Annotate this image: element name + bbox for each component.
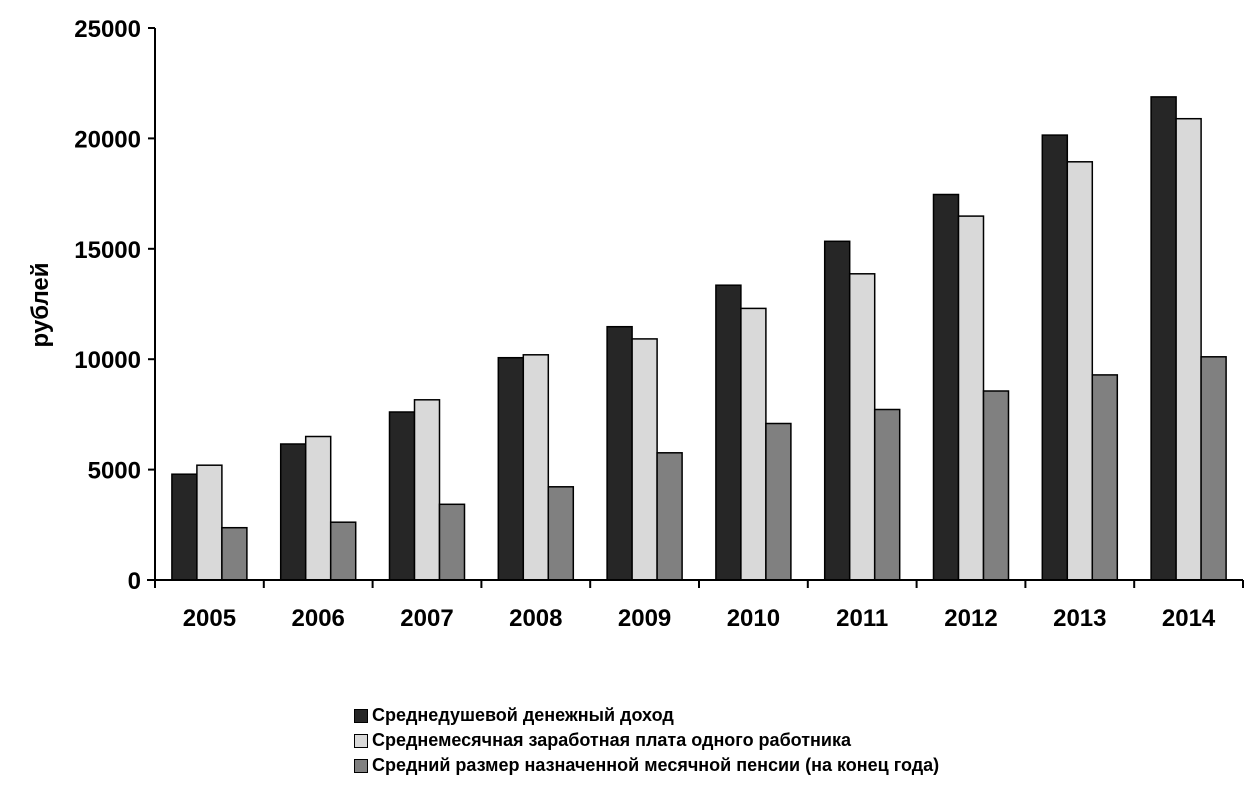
x-tick-label-2012: 2012 — [944, 605, 997, 632]
bar-s1-2006 — [304, 435, 332, 581]
y-tick-label-25000: 25000 — [74, 16, 141, 43]
bar-s2-2012 — [982, 390, 1010, 581]
bar-s0-2013 — [1041, 134, 1069, 581]
x-tick-label-2006: 2006 — [292, 605, 345, 632]
legend-swatch-income — [354, 708, 368, 723]
legend-item-pension: Средний размер назначенной месячной пенс… — [354, 753, 939, 778]
bar-s1-2011 — [848, 273, 876, 581]
bar-s2-2008 — [547, 486, 575, 581]
y-tick-label-20000: 20000 — [74, 126, 141, 153]
legend-swatch-pension — [354, 758, 368, 773]
bar-s1-2010 — [740, 307, 767, 581]
axes-layer: 0 5000 10000 15000 20000 25000 2005 2006 2007 200… — [74, 16, 1244, 632]
bars-layer — [171, 96, 1227, 581]
bar-s1-2007 — [413, 399, 441, 581]
bar-s2-2009 — [656, 452, 683, 581]
bar-s0-2011 — [823, 240, 851, 581]
bar-s0-2005 — [171, 473, 198, 581]
bar-s2-2005 — [221, 526, 248, 581]
x-tick-label-2013: 2013 — [1053, 605, 1106, 632]
x-tick-label-2014: 2014 — [1162, 605, 1216, 632]
y-axis-title: рублей — [27, 263, 54, 348]
bar-s2-2011 — [873, 408, 901, 581]
legend: Среднедушевой денежный доход Среднемесяч… — [354, 703, 939, 778]
bar-s0-2006 — [279, 443, 307, 581]
bar-s0-2010 — [715, 284, 742, 581]
legend-item-income: Среднедушевой денежный доход — [354, 703, 939, 728]
bar-s2-2010 — [765, 422, 792, 581]
bar-s0-2014 — [1150, 96, 1177, 581]
bar-s1-2008 — [522, 354, 550, 581]
y-tick-label-10000: 10000 — [74, 347, 141, 374]
legend-label-income: Среднедушевой денежный доход — [372, 705, 674, 725]
bar-chart: 0 5000 10000 15000 20000 25000 2005 2006 2007 200… — [27, 16, 1244, 632]
bar-s1-2014 — [1175, 117, 1202, 581]
bar-s2-2013 — [1091, 374, 1119, 581]
x-tick-label-2008: 2008 — [509, 605, 562, 632]
y-tick-label-15000: 15000 — [74, 237, 141, 264]
x-tick-label-2010: 2010 — [727, 605, 780, 632]
x-tick-label-2005: 2005 — [183, 605, 236, 632]
bar-s2-2006 — [329, 521, 357, 581]
legend-swatch-salary — [354, 733, 368, 748]
legend-item-salary: Среднемесячная заработная плата одного р… — [354, 728, 939, 753]
bar-s1-2009 — [631, 338, 658, 581]
bar-s1-2012 — [957, 215, 985, 581]
bar-s1-2005 — [196, 464, 223, 581]
x-tick-label-2007: 2007 — [400, 605, 453, 632]
bar-s0-2007 — [388, 411, 416, 581]
x-tick-label-2009: 2009 — [618, 605, 671, 632]
bar-s0-2009 — [606, 325, 633, 581]
x-tick-label-2011: 2011 — [836, 605, 888, 632]
bar-s0-2012 — [932, 193, 960, 581]
y-tick-label-5000: 5000 — [88, 458, 141, 485]
bar-s1-2013 — [1066, 161, 1094, 581]
bar-s2-2007 — [438, 503, 466, 581]
legend-label-pension: Средний размер назначенной месячной пенс… — [372, 755, 940, 775]
bar-s2-2014 — [1200, 356, 1227, 581]
bar-s0-2008 — [497, 356, 525, 581]
legend-label-salary: Среднемесячная заработная плата одного р… — [372, 730, 852, 750]
y-tick-label-0: 0 — [128, 568, 141, 595]
